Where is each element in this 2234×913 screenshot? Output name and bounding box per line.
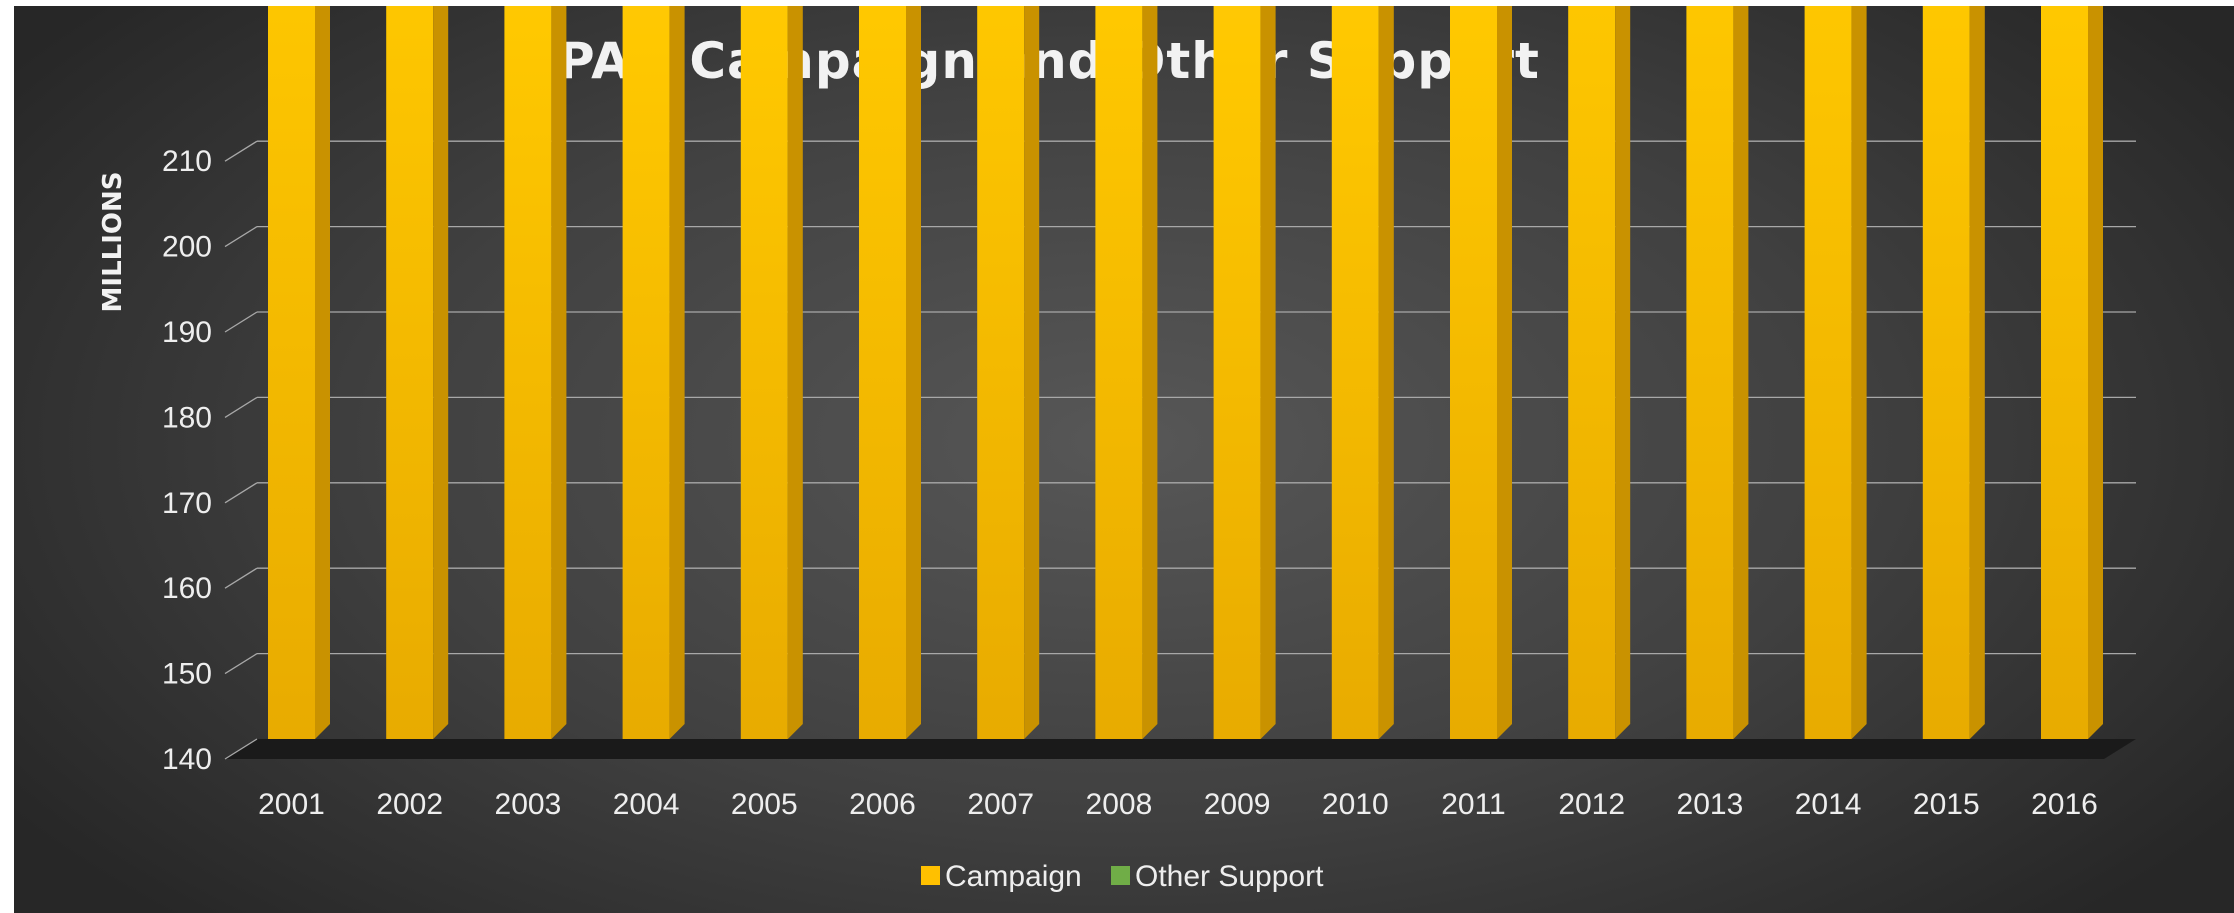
x-tick-label: 2004 (613, 788, 680, 821)
x-tick-label: 2010 (1322, 788, 1389, 821)
bar-campaign-2005 (740, 6, 788, 739)
bar-campaign-2013-side (1733, 6, 1749, 739)
bar-campaign-2016-side (2088, 6, 2103, 739)
bar-campaign-2006-side (906, 6, 921, 739)
grid-side-210 (224, 140, 258, 162)
y-tick-label: 160 (162, 572, 212, 605)
bar-campaign-2009-side (1260, 6, 1276, 739)
bar-campaign-2011-side (1497, 6, 1512, 739)
y-tick-label: 200 (162, 231, 212, 264)
legend-label-other-support: Other Support (1135, 860, 1324, 893)
y-tick-label: 180 (162, 401, 212, 434)
x-tick-label: 2001 (258, 788, 325, 821)
legend-swatch-campaign (921, 866, 940, 885)
x-tick-label: 2009 (1204, 788, 1271, 821)
bar-campaign-2002 (386, 6, 434, 739)
bar-campaign-2014-side (1851, 6, 1867, 739)
x-tick-label: 2013 (1677, 788, 1744, 821)
legend-swatch-other-support (1111, 866, 1130, 885)
grid-side-160 (224, 567, 258, 589)
chart-svg: PA - Campaign and Other Support MILLIONS… (98, 6, 2136, 893)
y-axis-label: MILLIONS (98, 172, 128, 313)
x-tick-label: 2002 (376, 788, 443, 821)
x-tick-label: 2006 (849, 788, 916, 821)
grid-side-180 (224, 396, 258, 418)
bar-campaign-2012 (1568, 6, 1616, 739)
bar-campaign-2001 (268, 6, 315, 739)
bar-campaign-2006 (859, 6, 906, 739)
legend-label-campaign: Campaign (945, 860, 1082, 893)
x-tick-label: 2008 (1086, 788, 1153, 821)
bar-campaign-2004 (622, 6, 670, 740)
y-axis-ticks: 140 150 160 170 180 190 200 210 (162, 145, 212, 776)
grid-side-150 (224, 653, 258, 675)
x-tick-label: 2003 (495, 788, 562, 821)
bar-campaign-2016 (2041, 6, 2088, 740)
bar-campaign-2010 (1331, 6, 1379, 739)
grid-side-140 (224, 738, 258, 760)
x-tick-label: 2014 (1795, 788, 1862, 821)
chart-floor (225, 739, 2136, 759)
bar-campaign-2001-side (315, 6, 330, 739)
y-tick-label: 150 (162, 658, 212, 691)
x-tick-label: 2015 (1913, 788, 1980, 821)
legend: Campaign Other Support (921, 860, 1324, 893)
chart-area: PA - Campaign and Other Support MILLIONS… (14, 6, 2234, 913)
bar-campaign-2003-side (551, 6, 567, 739)
grid-side-200 (224, 226, 258, 248)
bars (268, 6, 2103, 740)
bar-campaign-2007 (977, 6, 1025, 739)
bar-campaign-2014 (1804, 6, 1852, 740)
bar-campaign-2007-side (1024, 6, 1040, 739)
bar-campaign-2003 (504, 6, 552, 739)
bar-campaign-2002-side (433, 6, 449, 739)
bar-campaign-2013 (1686, 6, 1734, 739)
y-tick-label: 170 (162, 487, 212, 520)
bar-campaign-2005-side (787, 6, 803, 739)
x-tick-label: 2011 (1441, 788, 1506, 821)
bar-campaign-2010-side (1378, 6, 1394, 739)
y-tick-label: 190 (162, 316, 212, 349)
grid-side-190 (224, 311, 258, 333)
bar-campaign-2008-side (1142, 6, 1158, 739)
x-tick-label: 2012 (1558, 788, 1625, 821)
bar-campaign-2008 (1095, 6, 1143, 739)
bar-campaign-2011 (1450, 6, 1497, 740)
x-axis-ticks: 2001 2002 2003 2004 2005 2006 2007 2008 2009 2010… (258, 788, 2098, 821)
bar-campaign-2004-side (669, 6, 685, 739)
x-tick-label: 2016 (2031, 788, 2098, 821)
y-tick-label: 140 (162, 743, 212, 776)
bar-campaign-2015 (1922, 6, 1970, 739)
x-tick-label: 2005 (731, 788, 798, 821)
bar-campaign-2009 (1213, 6, 1261, 739)
grid-side-170 (224, 482, 258, 504)
bar-campaign-2012-side (1615, 6, 1631, 739)
x-tick-label: 2007 (967, 788, 1034, 821)
y-tick-label: 210 (162, 145, 212, 178)
bar-campaign-2015-side (1969, 6, 1985, 739)
